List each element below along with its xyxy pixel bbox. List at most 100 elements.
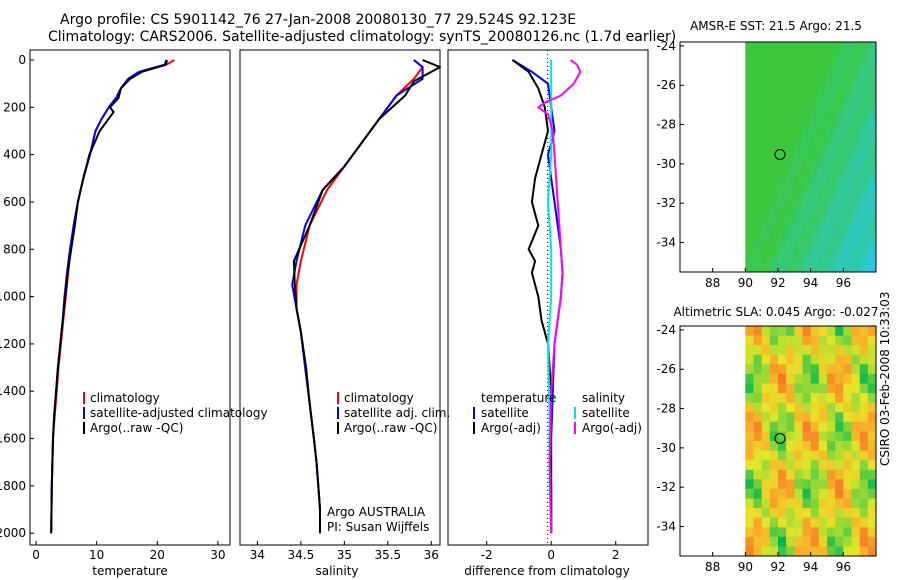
heatmap-cell bbox=[859, 402, 869, 413]
heatmap-cell bbox=[778, 118, 787, 129]
heatmap-cell bbox=[802, 157, 812, 168]
heatmap-cell bbox=[835, 412, 844, 423]
heatmap-cell bbox=[818, 450, 828, 461]
heatmap-cell bbox=[867, 224, 877, 235]
heatmap-cell bbox=[786, 431, 795, 442]
heatmap-cell bbox=[802, 421, 812, 432]
heatmap-cell bbox=[778, 252, 787, 263]
heatmap-cell bbox=[753, 508, 763, 519]
heatmap-cell bbox=[859, 118, 869, 129]
heatmap-cell bbox=[769, 195, 779, 206]
heatmap-cell bbox=[867, 460, 877, 471]
heatmap-cell bbox=[802, 441, 812, 452]
heatmap-cell bbox=[827, 61, 836, 72]
heatmap-cell bbox=[835, 373, 844, 384]
heatmap-cell bbox=[802, 166, 812, 177]
x-tick-label: 94 bbox=[803, 276, 818, 290]
heatmap-cell bbox=[843, 109, 852, 120]
sla-map-axes: -24 -26 -28 -30 -32 -34 88 90 92 94 96 bbox=[656, 323, 851, 574]
heatmap-cell bbox=[745, 383, 754, 394]
heatmap-cell bbox=[851, 147, 861, 158]
heatmap-cell bbox=[786, 137, 795, 148]
heatmap-cell bbox=[843, 128, 852, 139]
heatmap-cell bbox=[778, 61, 787, 72]
heatmap-cell bbox=[859, 195, 869, 206]
x-tick-label: 30 bbox=[210, 548, 225, 562]
heatmap-cell bbox=[745, 527, 754, 538]
heatmap-cell bbox=[761, 527, 771, 538]
heatmap-cell bbox=[827, 195, 836, 206]
heatmap-cell bbox=[802, 214, 812, 225]
heatmap-cell bbox=[818, 224, 828, 235]
heatmap-cell bbox=[835, 498, 844, 509]
heatmap-cell bbox=[761, 128, 771, 139]
heatmap-cell bbox=[794, 402, 803, 413]
heatmap-cell bbox=[769, 364, 779, 375]
heatmap-cell bbox=[851, 185, 861, 196]
heatmap-cell bbox=[851, 166, 861, 177]
heatmap-cell bbox=[761, 373, 771, 384]
heatmap-cell bbox=[810, 185, 820, 196]
heatmap-cell bbox=[761, 460, 771, 471]
argo-location-marker bbox=[774, 433, 786, 444]
heatmap-cell bbox=[827, 460, 836, 471]
heatmap-cell bbox=[745, 441, 754, 452]
heatmap-cell bbox=[827, 546, 836, 557]
heatmap-cell bbox=[778, 383, 787, 394]
heatmap-cell bbox=[859, 536, 869, 547]
heatmap-cell bbox=[786, 364, 795, 375]
y-tick-label: -24 bbox=[656, 39, 676, 53]
heatmap-cell bbox=[843, 450, 852, 461]
heatmap-cell bbox=[761, 42, 771, 53]
heatmap-cell bbox=[859, 176, 869, 187]
heatmap-cell bbox=[818, 364, 828, 375]
heatmap-cell bbox=[761, 70, 771, 81]
heatmap-cell bbox=[827, 166, 836, 177]
heatmap-cell bbox=[753, 441, 763, 452]
heatmap-cell bbox=[859, 166, 869, 177]
heatmap-cell bbox=[859, 431, 869, 442]
legend-label: climatology bbox=[344, 391, 414, 405]
heatmap-cell bbox=[835, 460, 844, 471]
heatmap-cell bbox=[761, 479, 771, 490]
heatmap-cell bbox=[859, 61, 869, 72]
heatmap-cell bbox=[769, 89, 779, 100]
heatmap-cell bbox=[778, 80, 787, 91]
heatmap-cell bbox=[818, 89, 828, 100]
heatmap-cell bbox=[827, 89, 836, 100]
heatmap-cell bbox=[843, 527, 852, 538]
heatmap-cell bbox=[818, 460, 828, 471]
heatmap-cell bbox=[761, 204, 771, 215]
heatmap-cell bbox=[794, 118, 803, 129]
heatmap-cell bbox=[859, 460, 869, 471]
heatmap-cell bbox=[835, 354, 844, 365]
heatmap-cell bbox=[794, 195, 803, 206]
heatmap-cell bbox=[810, 402, 820, 413]
temperature-x-axis: 0 10 20 30 bbox=[32, 541, 226, 562]
heatmap-cell bbox=[810, 546, 820, 557]
difference-panel: -2 0 2 difference from climatology tempera… bbox=[447, 49, 649, 578]
heatmap-cell bbox=[851, 137, 861, 148]
heatmap-cell bbox=[851, 450, 861, 461]
heatmap-cell bbox=[778, 243, 787, 254]
heatmap-cell bbox=[827, 517, 836, 528]
heatmap-cell bbox=[753, 185, 763, 196]
heatmap-cell bbox=[835, 42, 844, 53]
heatmap-cell bbox=[753, 128, 763, 139]
heatmap-cell bbox=[769, 157, 779, 168]
heatmap-cell bbox=[818, 109, 828, 120]
salinity-panel: 34 34.5 35 35.5 36 salinity climatology sate… bbox=[239, 49, 450, 578]
x-tick-label: 88 bbox=[705, 560, 720, 574]
heatmap-cell bbox=[843, 431, 852, 442]
heatmap-cell bbox=[794, 373, 803, 384]
heatmap-cell bbox=[835, 195, 844, 206]
heatmap-cell bbox=[851, 441, 861, 452]
heatmap-cell bbox=[835, 326, 844, 337]
heatmap-cell bbox=[835, 61, 844, 72]
heatmap-cell bbox=[859, 128, 869, 139]
salinity-series bbox=[291, 59, 441, 534]
heatmap-cell bbox=[843, 421, 852, 432]
heatmap-cell bbox=[867, 233, 877, 244]
heatmap-cell bbox=[802, 393, 812, 404]
heatmap-cell bbox=[827, 262, 836, 273]
